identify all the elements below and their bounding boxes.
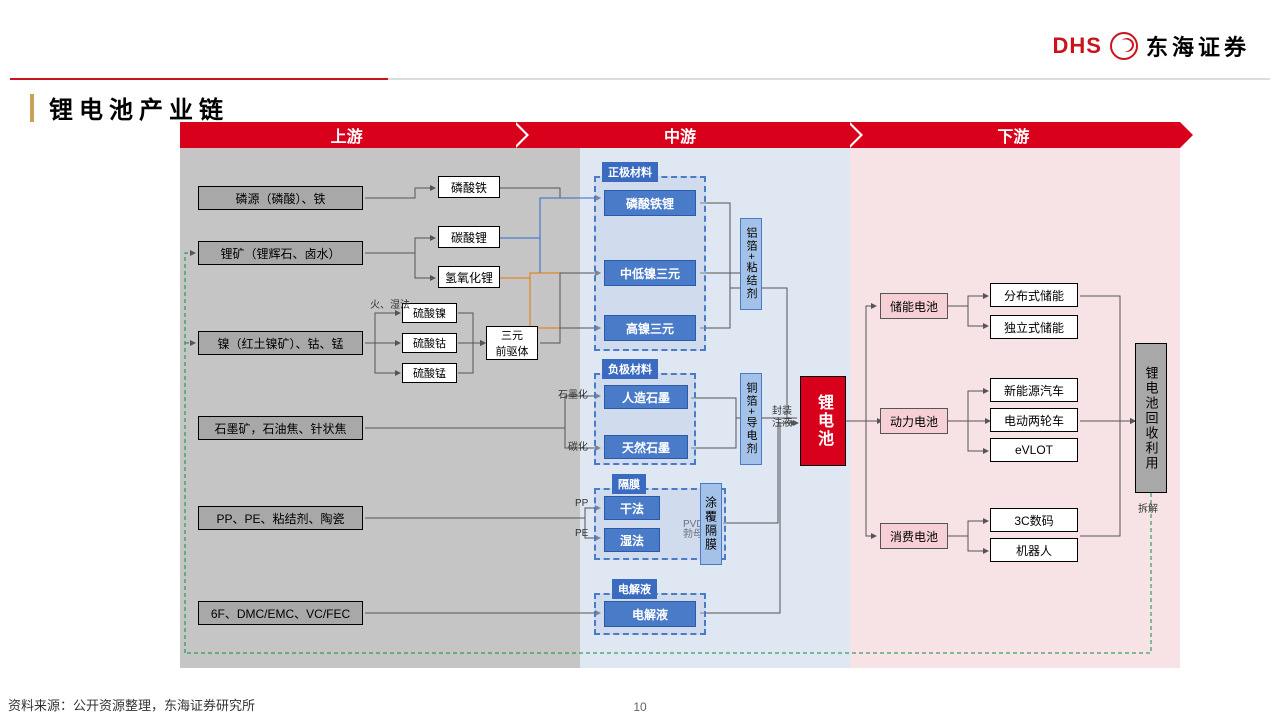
node-nickel-cobalt-manganese: 镍（红土镍矿）、钴、锰 [198,331,363,355]
stream-tabs: 上游 中游 下游 [180,122,1180,148]
tag-cathode: 正极材料 [602,162,658,182]
node-distrib-storage: 分布式储能 [990,283,1078,307]
title-text: 锂电池产业链 [49,90,229,125]
node-coated-separator: 涂覆隔膜 [700,483,722,565]
node-nev: 新能源汽车 [990,378,1078,402]
node-power-battery: 动力电池 [880,408,948,434]
logo-text-cn: 东海证券 [1146,30,1250,62]
node-lfp: 磷酸铁锂 [604,190,696,216]
node-energy-storage: 储能电池 [880,293,948,319]
node-aluminum-foil: 铝箔+粘结剂 [740,218,762,310]
node-consumer-battery: 消费电池 [880,523,948,549]
node-indep-storage: 独立式储能 [990,315,1078,339]
tag-anode: 负极材料 [602,359,658,379]
label-pp: PP [575,498,588,509]
company-logo: DHS 东海证券 [1053,30,1250,62]
tag-separator: 隔膜 [612,474,646,494]
tab-downstream: 下游 [847,122,1180,148]
node-evtol: eVLOT [990,438,1078,462]
label-seal: 封装 注液 [772,406,792,430]
node-natural-graphite: 天然石墨 [604,435,688,459]
node-3c: 3C数码 [990,508,1078,532]
node-pp-pe: PP、PE、粘结剂、陶瓷 [198,506,363,530]
label-graphitize: 石墨化 [558,386,588,401]
tab-midstream: 中游 [513,122,846,148]
slide-title: 锂电池产业链 [30,90,1250,125]
title-accent-bar [30,94,34,122]
node-graphite-ore: 石墨矿，石油焦、针状焦 [198,416,363,440]
logo-text-en: DHS [1053,33,1102,59]
node-electrolyte: 电解液 [604,601,696,627]
node-mid-nickel: 中低镍三元 [604,260,696,286]
label-pe: PE [575,528,588,539]
node-recycle: 锂电池回收利用 [1135,343,1167,493]
node-dry-process: 干法 [604,496,660,520]
node-phosphorus-source: 磷源（磷酸）、铁 [198,186,363,210]
node-electrolyte-raw: 6F、DMC/EMC、VC/FEC [198,601,363,625]
node-nickel-sulfate: 硫酸镍 [402,303,457,323]
tag-electrolyte: 电解液 [612,579,657,599]
node-manganese-sulfate: 硫酸锰 [402,363,457,383]
node-ternary-precursor: 三元 前驱体 [486,326,538,360]
label-carbonize: 碳化 [568,438,588,453]
node-robot: 机器人 [990,538,1078,562]
node-cobalt-sulfate: 硫酸钴 [402,333,457,353]
zone-upstream [180,148,580,668]
header-divider [10,78,1270,80]
label-fire-wet: 火、湿法 [370,296,410,311]
node-lithium-ore: 锂矿（锂辉石、卤水） [198,241,363,265]
logo-icon [1110,32,1138,60]
node-lithium-carbonate: 碳酸锂 [438,226,500,248]
node-ebike: 电动两轮车 [990,408,1078,432]
node-lithium-hydroxide: 氢氧化锂 [438,266,500,288]
label-teardown: 拆解 [1138,500,1158,515]
node-wet-process: 湿法 [604,528,660,552]
node-artificial-graphite: 人造石墨 [604,385,688,409]
tab-upstream: 上游 [180,122,513,148]
node-iron-phosphate: 磷酸铁 [438,176,500,198]
flowchart-canvas: 磷源（磷酸）、铁 锂矿（锂辉石、卤水） 镍（红土镍矿）、钴、锰 石墨矿，石油焦、… [180,148,1190,676]
footer-source: 资料来源：公开资源整理，东海证券研究所 [8,695,255,714]
page-number: 10 [633,700,646,714]
node-lithium-battery: 锂电池 [800,376,846,466]
node-high-nickel: 高镍三元 [604,315,696,341]
node-copper-foil: 铜箔+导电剂 [740,373,762,465]
